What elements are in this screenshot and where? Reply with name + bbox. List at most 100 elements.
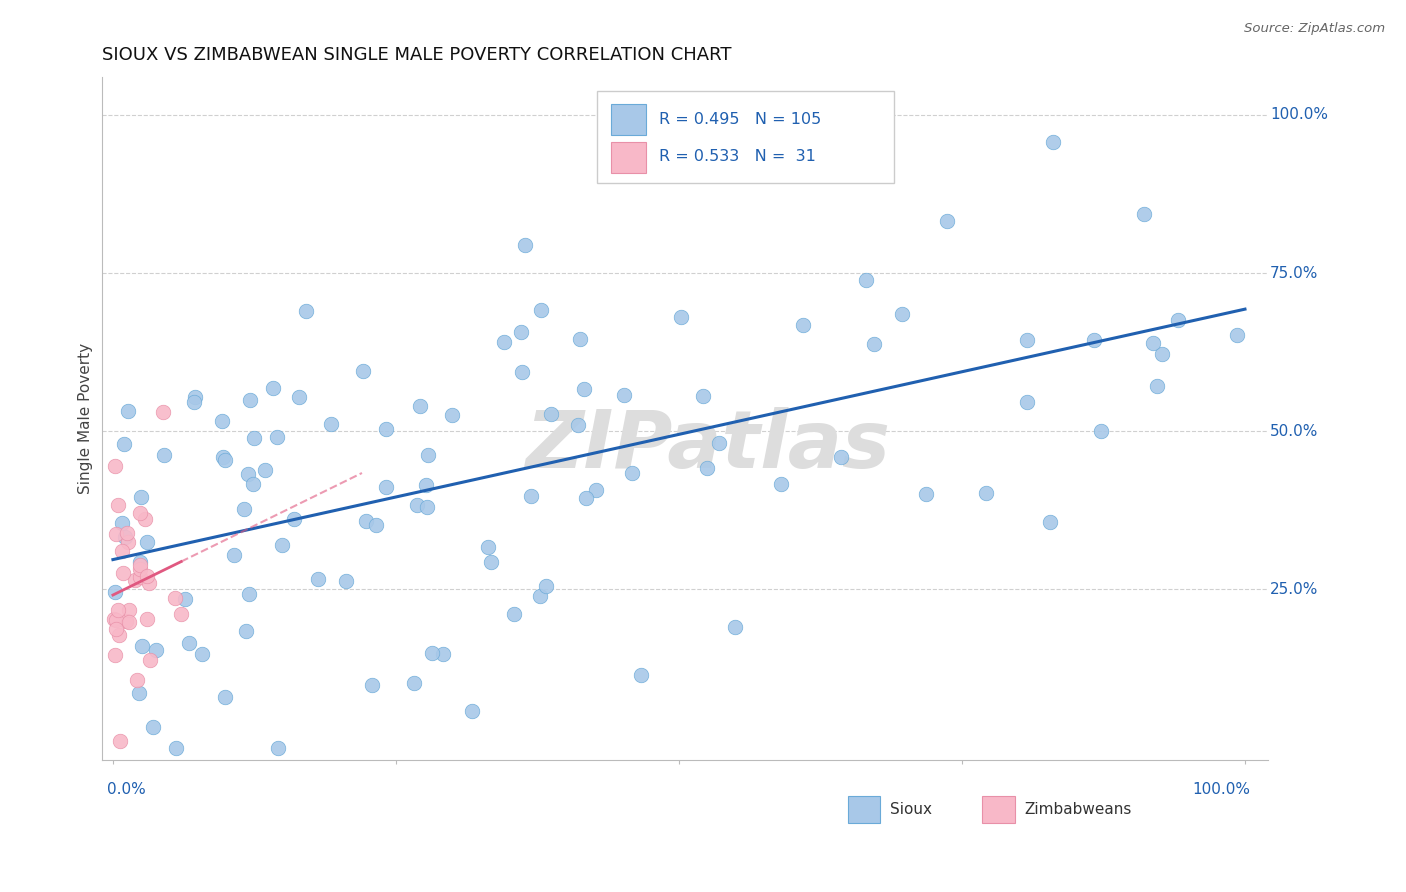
Point [361,678,384,692]
Point [145,642,167,657]
Point [724,619,747,633]
Point [575,491,598,505]
Point [510,325,533,339]
Point [266,430,288,444]
Point [124,573,146,587]
Point [111,544,134,558]
Point [165,740,187,755]
Point [118,615,141,629]
Point [863,337,886,351]
Point [136,535,159,549]
Point [233,502,256,516]
Text: 0.0%: 0.0% [107,782,146,797]
Point [416,500,439,514]
Point [520,489,543,503]
Point [830,450,852,465]
Point [211,414,233,428]
Point [135,612,157,626]
Point [131,639,153,653]
Point [692,389,714,403]
Point [107,498,129,512]
Point [242,476,264,491]
Point [128,686,150,700]
Point [267,740,290,755]
Point [792,318,814,333]
Text: 25.0%: 25.0% [1270,582,1319,597]
Point [1017,394,1039,409]
Text: 100.0%: 100.0% [1192,782,1250,797]
Point [1042,135,1064,149]
Point [165,591,187,605]
Point [307,573,329,587]
FancyBboxPatch shape [598,91,894,183]
Point [152,448,174,462]
Point [696,460,718,475]
Point [375,422,398,436]
Point [114,530,136,544]
Point [1133,207,1156,221]
Point [262,381,284,395]
Point [510,365,533,379]
Text: R = 0.495   N = 105: R = 0.495 N = 105 [659,112,821,127]
Point [415,477,437,491]
Point [319,417,342,431]
FancyBboxPatch shape [612,142,647,172]
Point [295,304,318,318]
Point [402,675,425,690]
Point [461,705,484,719]
Point [1167,312,1189,326]
Point [479,555,502,569]
Point [105,622,128,636]
Text: ZIPatlas: ZIPatlas [526,407,890,485]
Point [418,448,440,462]
Text: Source: ZipAtlas.com: Source: ZipAtlas.com [1244,22,1385,36]
Point [127,673,149,687]
Point [1225,327,1247,342]
Point [1146,378,1168,392]
Point [135,568,157,582]
Point [212,450,235,464]
FancyBboxPatch shape [612,104,647,135]
Point [621,467,644,481]
Point [409,399,432,413]
Point [974,485,997,500]
Point [534,579,557,593]
Point [366,518,388,533]
Point [129,506,152,520]
Point [115,615,138,629]
Text: Zimbabweans: Zimbabweans [1024,802,1132,817]
Point [1017,333,1039,347]
Point [915,487,938,501]
Point [243,431,266,445]
Point [707,435,730,450]
Point [477,541,499,555]
Point [222,548,245,562]
Point [104,585,127,599]
Point [177,636,200,650]
Point [1150,347,1173,361]
Point [936,214,959,228]
Point [354,514,377,528]
Point [375,480,398,494]
Point [271,538,294,552]
Text: R = 0.533   N =  31: R = 0.533 N = 31 [659,149,815,164]
Point [503,607,526,621]
Point [515,237,537,252]
Point [530,303,553,318]
Point [1142,335,1164,350]
Point [118,603,141,617]
Point [441,409,464,423]
Text: 50.0%: 50.0% [1270,424,1319,439]
Point [112,566,135,581]
Point [238,587,260,601]
Point [129,558,152,572]
Point [585,483,607,498]
Point [138,576,160,591]
Point [111,516,134,531]
Point [183,395,205,409]
Point [254,463,277,477]
Point [142,720,165,734]
Point [630,668,652,682]
Point [540,407,562,421]
Point [129,569,152,583]
